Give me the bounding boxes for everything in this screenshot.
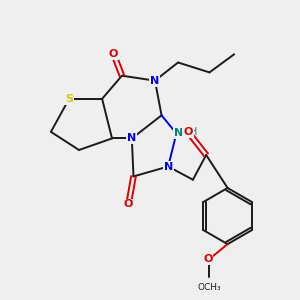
Text: O: O [183, 127, 193, 137]
Text: O: O [124, 200, 133, 209]
Text: N: N [127, 134, 136, 143]
Text: S: S [65, 94, 73, 104]
Text: O: O [109, 49, 118, 59]
Text: N: N [174, 128, 183, 139]
Text: OCH₃: OCH₃ [198, 283, 221, 292]
Text: N: N [164, 161, 173, 172]
Text: N: N [150, 76, 160, 85]
Text: O: O [203, 254, 212, 264]
Text: H: H [190, 127, 197, 137]
